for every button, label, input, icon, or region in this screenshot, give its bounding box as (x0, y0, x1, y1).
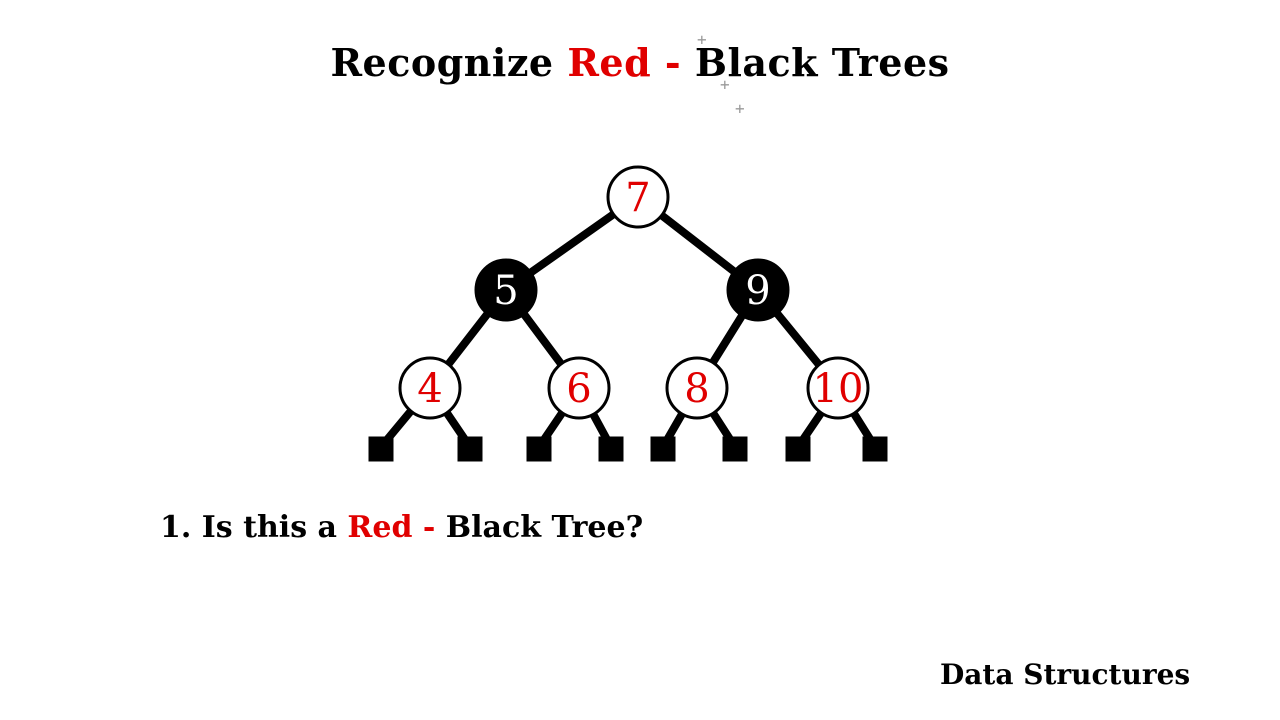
question-text-start: 1. Is this a (160, 510, 348, 545)
question-text: 1. Is this a Red - Black Tree? (160, 510, 643, 545)
black-node-circle (726, 258, 790, 322)
cursor-trail-icon: + (735, 99, 745, 118)
cursor-trail-icon: + (697, 30, 707, 49)
nil-leaf (457, 436, 483, 462)
red-node-circle (547, 356, 611, 420)
title-text-start: Recognize (330, 40, 568, 85)
tree-node: 5 (474, 258, 538, 322)
node-label: 10 (813, 366, 864, 412)
nil-leaf (785, 436, 811, 462)
red-node-circle (606, 165, 670, 229)
title-text-end: Black Trees (681, 40, 950, 85)
nil-leaf (722, 436, 748, 462)
course-label: Data Structures (940, 658, 1191, 691)
node-label: 6 (566, 366, 591, 412)
tree-node: 8 (665, 356, 729, 420)
cursor-trail-icon: + (720, 75, 730, 94)
tree-node: 10 (806, 356, 870, 420)
tree-node: 6 (547, 356, 611, 420)
red-node-circle (665, 356, 729, 420)
black-node-circle (474, 258, 538, 322)
node-label: 8 (684, 366, 709, 412)
tree-node: 9 (726, 258, 790, 322)
red-node-circle (806, 356, 870, 420)
nil-leaf (368, 436, 394, 462)
node-label: 7 (625, 175, 650, 221)
red-node-circle (398, 356, 462, 420)
slide-title: Recognize Red - Black Trees (0, 40, 1280, 85)
question-text-red: Red - (347, 510, 436, 545)
nil-leaf (862, 436, 888, 462)
node-label: 5 (493, 268, 518, 314)
node-label: 9 (745, 268, 770, 314)
title-text-red: Red - (567, 40, 682, 85)
nil-leaf (598, 436, 624, 462)
tree-node: 4 (398, 356, 462, 420)
nil-leaf (526, 436, 552, 462)
nil-leaf (650, 436, 676, 462)
question-text-end: Black Tree? (435, 510, 644, 545)
tree-node: 7 (606, 165, 670, 229)
node-label: 4 (417, 366, 442, 412)
